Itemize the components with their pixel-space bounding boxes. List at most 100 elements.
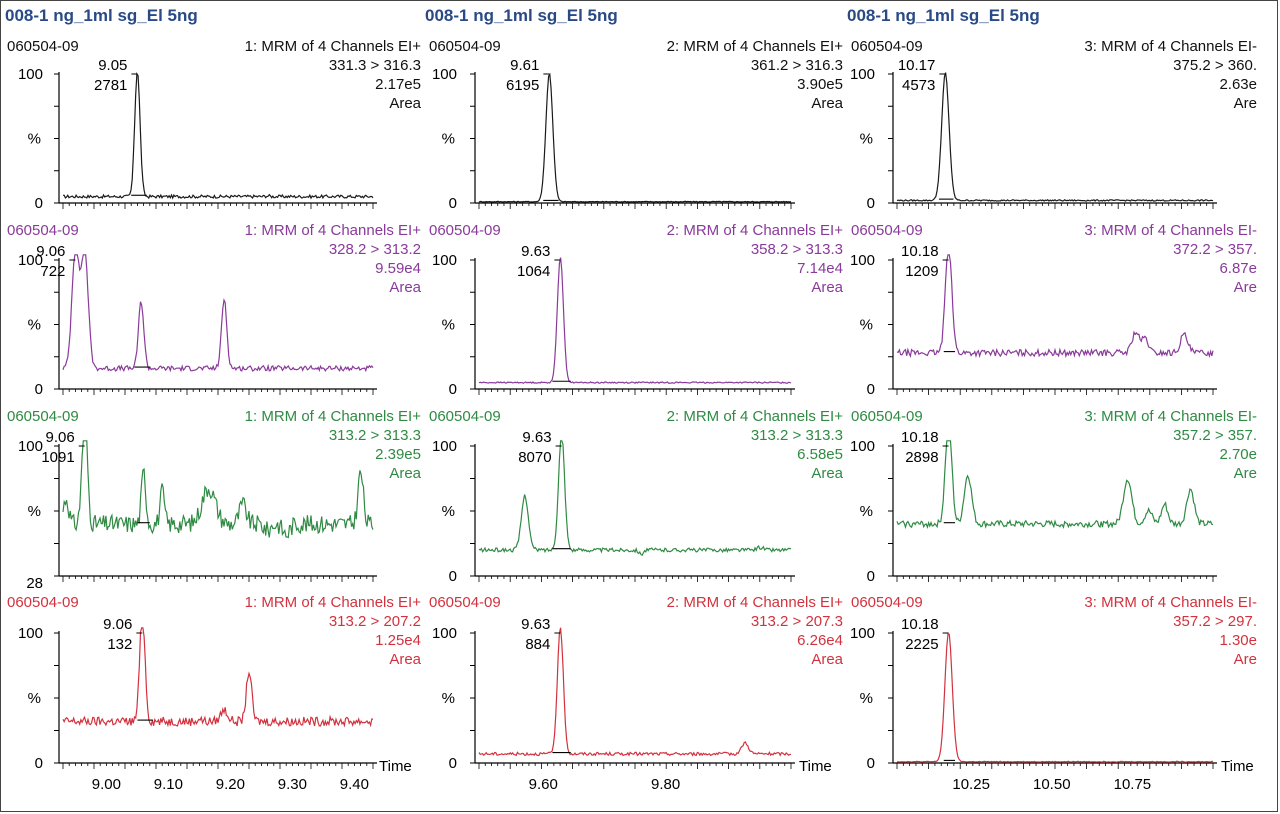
y-tick-label: 100 xyxy=(850,438,875,455)
peak-area-label: 2781 xyxy=(94,77,127,94)
channel-mode: Are xyxy=(1233,95,1257,112)
peak-rt-label: 10.17 xyxy=(898,57,936,74)
channel-intensity: 2.70e xyxy=(1219,446,1257,463)
channel-info: 2: MRM of 4 Channels EI+ 313.2 > 207.3 6.2… xyxy=(667,593,843,669)
trace-info: 060504-09 1: MRM of 4 Channels EI+ 328.2 >… xyxy=(7,221,421,301)
peak-area-label: 1209 xyxy=(905,263,938,280)
trace-info: 060504-09 3: MRM of 4 Channels EI- 372.2 >… xyxy=(851,221,1257,301)
peak-area-label: 722 xyxy=(40,263,65,280)
channel-channel: 3: MRM of 4 Channels EI- xyxy=(1084,222,1257,239)
y-unit-label: % xyxy=(860,317,873,334)
peak-area-label: 1091 xyxy=(41,449,74,466)
trace-info: 060504-09 2: MRM of 4 Channels EI+ 313.2 >… xyxy=(429,407,843,487)
channel-intensity: 3.90e5 xyxy=(797,76,843,93)
y-tick-label: 0 xyxy=(449,755,457,772)
channel-channel: 1: MRM of 4 Channels EI+ xyxy=(244,594,421,611)
y-unit-label: % xyxy=(28,317,41,334)
x-axis-label: Time xyxy=(379,758,412,775)
channel-intensity: 2.63e xyxy=(1219,76,1257,93)
trace-line xyxy=(478,440,792,557)
y-unit-label: % xyxy=(860,690,873,707)
peak-rt-label: 10.18 xyxy=(901,616,939,633)
channel-info: 2: MRM of 4 Channels EI+ 361.2 > 316.3 3.9… xyxy=(667,37,843,113)
sample-id: 060504-09 xyxy=(429,222,501,239)
trace-line xyxy=(896,72,1214,202)
channel-mode: Area xyxy=(389,465,421,482)
sample-id: 060504-09 xyxy=(851,38,923,55)
y-tick-label: 100 xyxy=(18,66,43,83)
trace-line xyxy=(63,72,374,200)
channel-info: 3: MRM of 4 Channels EI- 375.2 > 360. 2.63… xyxy=(1084,37,1257,113)
channel-info: 1: MRM of 4 Channels EI+ 313.2 > 207.2 1.2… xyxy=(245,593,421,669)
channel-intensity: 7.14e4 xyxy=(797,260,843,277)
y-unit-label: % xyxy=(28,131,41,148)
channel-transition: 313.2 > 207.3 xyxy=(750,613,843,630)
column-title: 008-1 ng_1ml sg_El 5ng xyxy=(425,6,618,25)
trace-info: 060504-09 3: MRM of 4 Channels EI- 357.2 >… xyxy=(851,593,1257,673)
peak-rt-label: 9.05 xyxy=(98,57,127,74)
channel-channel: 2: MRM of 4 Channels EI+ xyxy=(666,408,843,425)
channel-info: 2: MRM of 4 Channels EI+ 313.2 > 313.3 6.5… xyxy=(667,407,843,483)
channel-mode: Are xyxy=(1233,651,1257,668)
channel-transition: 331.3 > 316.3 xyxy=(328,57,421,74)
channel-channel: 3: MRM of 4 Channels EI- xyxy=(1084,38,1257,55)
channel-channel: 3: MRM of 4 Channels EI- xyxy=(1084,594,1257,611)
peak-area-label: 1064 xyxy=(517,263,550,280)
sample-id: 060504-09 xyxy=(851,222,923,239)
channel-info: 3: MRM of 4 Channels EI- 357.2 > 297. 1.30… xyxy=(1084,593,1257,669)
sample-id: 060504-09 xyxy=(7,38,79,55)
channel-transition: 357.2 > 357. xyxy=(1173,427,1257,444)
channel-info: 1: MRM of 4 Channels EI+ 331.3 > 316.3 2.1… xyxy=(245,37,421,113)
channel-info: 3: MRM of 4 Channels EI- 357.2 > 357. 2.70… xyxy=(1084,407,1257,483)
y-tick-label: 100 xyxy=(850,625,875,642)
y-tick-label: 100 xyxy=(432,252,457,269)
peak-area-label: 884 xyxy=(525,636,550,653)
channel-intensity: 6.87e xyxy=(1219,260,1257,277)
channel-transition: 313.2 > 313.3 xyxy=(328,427,421,444)
channel-intensity: 9.59e4 xyxy=(375,260,421,277)
channel-info: 2: MRM of 4 Channels EI+ 358.2 > 313.3 7.1… xyxy=(667,221,843,297)
channel-intensity: 1.25e4 xyxy=(375,632,421,649)
sample-id: 060504-09 xyxy=(429,408,501,425)
y-tick-label: 28 xyxy=(26,575,43,592)
peak-area-label: 2225 xyxy=(905,636,938,653)
x-tick-label: 9.10 xyxy=(154,776,183,793)
trace-line xyxy=(478,257,792,385)
sample-id: 060504-09 xyxy=(429,38,501,55)
channel-transition: 361.2 > 316.3 xyxy=(750,57,843,74)
trace-info: 060504-09 3: MRM of 4 Channels EI- 357.2 >… xyxy=(851,407,1257,487)
trace-info: 060504-09 1: MRM of 4 Channels EI+ 331.3 >… xyxy=(7,37,421,117)
trace-line xyxy=(478,627,792,757)
y-tick-label: 100 xyxy=(432,625,457,642)
x-tick-label: 9.80 xyxy=(651,776,680,793)
y-tick-label: 0 xyxy=(449,568,457,585)
trace-line xyxy=(62,627,374,728)
trace-line xyxy=(62,440,374,539)
channel-mode: Area xyxy=(811,279,843,296)
channel-mode: Area xyxy=(389,279,421,296)
trace-info: 060504-09 3: MRM of 4 Channels EI- 375.2 >… xyxy=(851,37,1257,117)
sample-id: 060504-09 xyxy=(851,408,923,425)
channel-transition: 313.2 > 313.3 xyxy=(750,427,843,444)
channel-info: 1: MRM of 4 Channels EI+ 313.2 > 313.3 2.3… xyxy=(245,407,421,483)
x-axis-label: Time xyxy=(799,758,832,775)
x-tick-label: 10.75 xyxy=(1114,776,1152,793)
trace-info: 060504-09 1: MRM of 4 Channels EI+ 313.2 >… xyxy=(7,407,421,487)
trace-line xyxy=(478,72,792,203)
peak-area-label: 132 xyxy=(107,636,132,653)
channel-transition: 328.2 > 313.2 xyxy=(328,241,421,258)
trace-line xyxy=(897,633,1214,763)
y-unit-label: % xyxy=(442,131,455,148)
y-tick-label: 100 xyxy=(432,66,457,83)
y-tick-label: 0 xyxy=(867,381,875,398)
channel-transition: 372.2 > 357. xyxy=(1173,241,1257,258)
peak-area-label: 2898 xyxy=(905,449,938,466)
x-tick-label: 10.25 xyxy=(952,776,990,793)
trace-line xyxy=(896,254,1214,359)
trace-info: 060504-09 2: MRM of 4 Channels EI+ 313.2 >… xyxy=(429,593,843,673)
y-tick-label: 100 xyxy=(18,625,43,642)
peak-rt-label: 9.63 xyxy=(521,243,550,260)
column-title: 008-1 ng_1ml sg_El 5ng xyxy=(847,6,1040,25)
y-unit-label: % xyxy=(442,503,455,520)
